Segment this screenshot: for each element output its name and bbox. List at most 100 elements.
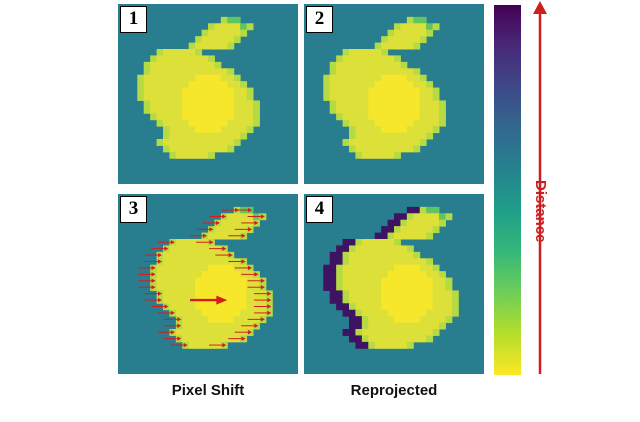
bunny-cell (374, 251, 382, 259)
bunny-cell (336, 61, 344, 69)
bunny-cell (220, 219, 228, 227)
shift-arrowhead (170, 310, 175, 316)
bunny-cell (432, 226, 440, 234)
bunny-cell (188, 81, 196, 89)
bunny-cell (387, 87, 395, 95)
bunny-cell (368, 264, 376, 272)
bunny-cell (387, 335, 395, 343)
main-shift-arrowhead (216, 295, 228, 305)
bunny-cell (374, 335, 382, 343)
bunny-cell (355, 132, 363, 140)
shift-arrowhead (151, 278, 156, 283)
bunny-cell (387, 132, 395, 140)
bunny-cell (208, 303, 215, 311)
bunny-cell (400, 316, 408, 324)
shift-arrowhead (260, 317, 265, 322)
bunny-cell (329, 100, 337, 108)
bunny-cell (439, 290, 446, 298)
bunny-cell (355, 329, 363, 336)
bunny-cell (195, 335, 203, 343)
bunny-cell (439, 303, 446, 311)
bunny-cell (182, 277, 190, 285)
bunny-cell (246, 87, 254, 95)
bunny-cell (355, 271, 363, 279)
shift-arrowhead (260, 278, 265, 283)
shadow-cell (329, 251, 337, 259)
bunny-cell (182, 284, 190, 291)
bunny-cell (413, 284, 421, 291)
bunny-cell (426, 106, 434, 114)
bunny-cell (208, 81, 215, 89)
bunny-cell (175, 239, 183, 246)
bunny-cell (374, 258, 382, 266)
bunny-cell (182, 68, 190, 76)
bunny-cell (439, 277, 446, 285)
bunny-cell (355, 277, 363, 285)
shift-arrowhead (151, 285, 156, 290)
bunny-cell (188, 94, 196, 101)
bunny-cell (406, 316, 414, 324)
bunny-cell (195, 87, 203, 95)
bunny-cell (381, 113, 389, 121)
bunny (137, 16, 260, 159)
bunny-cell (156, 55, 164, 63)
bunny-cell (195, 258, 203, 266)
bunny-cell (361, 329, 369, 336)
bunny-cell (182, 251, 190, 259)
bunny-cell (233, 132, 241, 140)
bunny-cell (175, 55, 183, 63)
bunny-cell (182, 119, 190, 127)
bunny-cell (195, 284, 203, 291)
bunny-cell (220, 106, 228, 114)
bunny-cell (150, 55, 158, 63)
shadow-cell (400, 213, 408, 221)
bunny-cell (188, 113, 196, 121)
bunny-cell (355, 87, 363, 95)
bunny-cell (156, 284, 164, 291)
bunny-cell (406, 145, 414, 153)
bunny-cell (413, 232, 421, 240)
bunny-cell (400, 94, 408, 101)
bunny-cell (374, 245, 382, 253)
bunny-cell (175, 258, 183, 266)
bunny-cell (387, 81, 395, 89)
bunny-cell (188, 139, 196, 146)
bunny-cell (188, 303, 196, 311)
bunny-cell (201, 271, 209, 279)
bunny-cell (413, 68, 421, 76)
bunny-cell (342, 119, 350, 127)
bunny-cell (361, 74, 369, 82)
bunny-cell (445, 303, 453, 311)
bunny-cell (419, 296, 427, 304)
bunny-cell (169, 126, 177, 134)
bunny-cell (432, 316, 440, 324)
bunny-cell (201, 335, 209, 343)
panel-number: 1 (120, 6, 147, 33)
bunny-cell (163, 132, 170, 140)
reprojected-map (304, 194, 484, 374)
bunny-cell (342, 264, 350, 272)
bunny-cell (156, 277, 164, 285)
shadow-cell (342, 303, 350, 311)
bunny-cell (406, 68, 414, 76)
shadow-cell (361, 341, 369, 349)
bunny-cell (394, 277, 401, 285)
shadow-cell (342, 245, 350, 253)
shadow-cell (387, 219, 395, 227)
bunny-cell (163, 264, 170, 272)
bunny-cell (169, 151, 177, 159)
bunny-cell (233, 29, 241, 37)
bunny-cell (368, 61, 376, 69)
bunny-cell (451, 309, 459, 317)
bunny-cell (419, 303, 427, 311)
bunny-cell (400, 226, 408, 234)
bunny-cell (214, 94, 222, 101)
bunny-cell (240, 303, 248, 311)
bunny-cell (426, 126, 434, 134)
bunny-cell (400, 68, 408, 76)
bunny-cell (413, 23, 421, 31)
bunny-cell (406, 113, 414, 121)
bunny-cell (368, 309, 376, 317)
bunny-cell (406, 36, 414, 44)
bunny-cell (220, 100, 228, 108)
